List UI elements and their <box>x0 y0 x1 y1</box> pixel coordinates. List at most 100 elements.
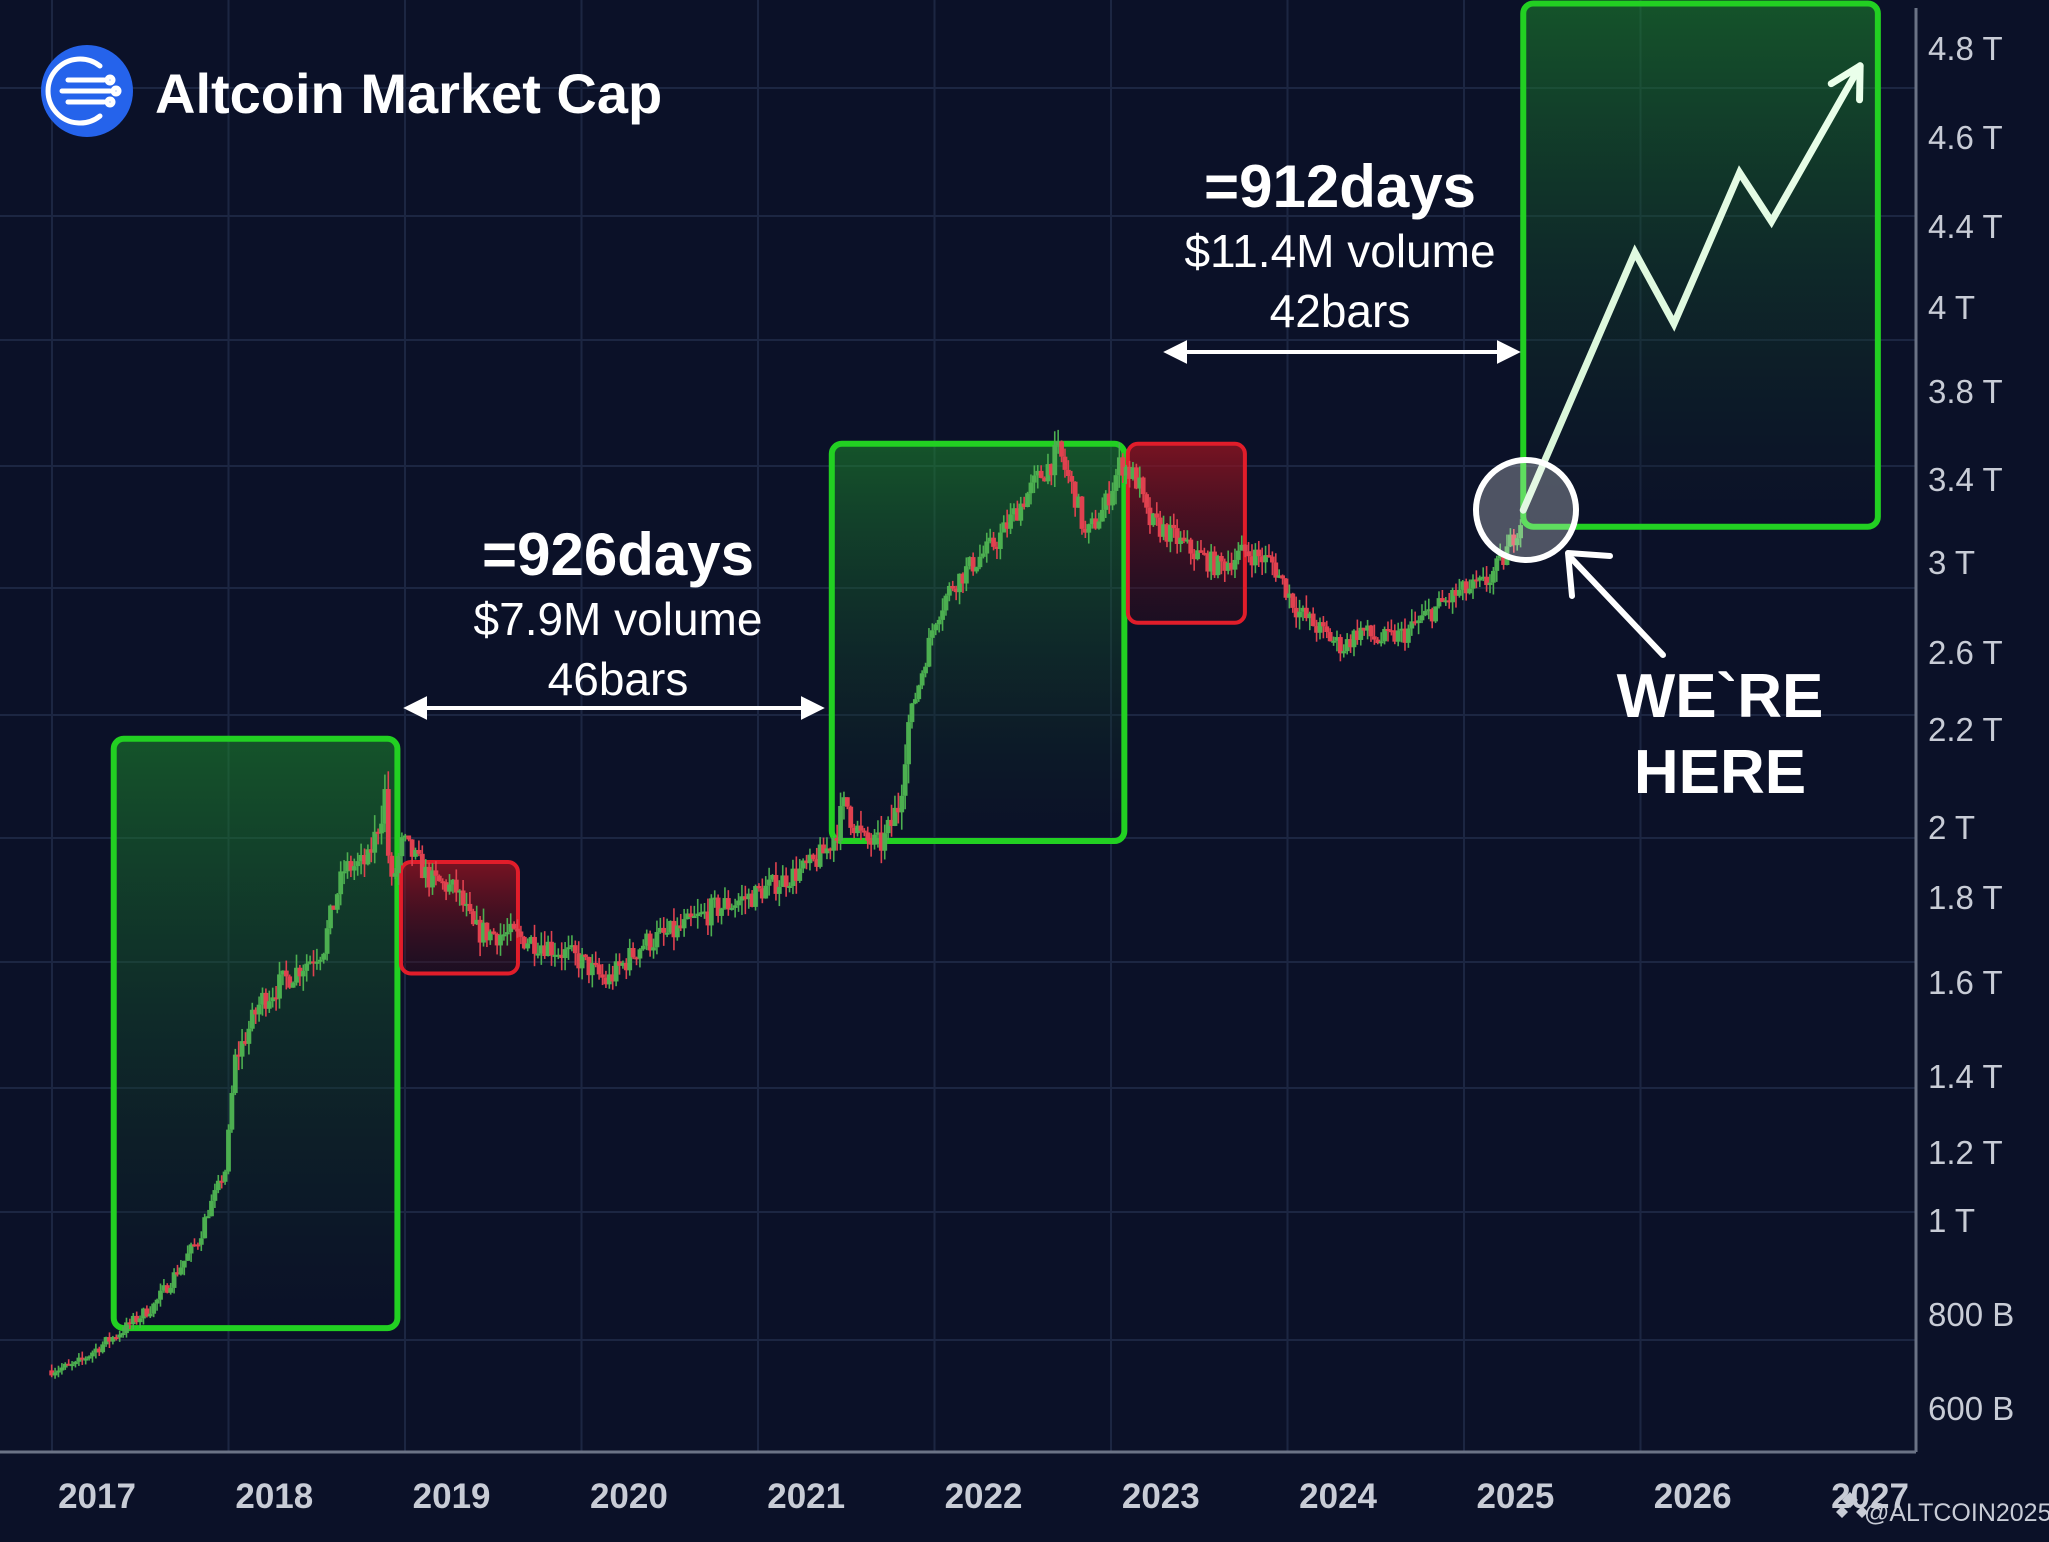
candle-bull <box>1317 622 1323 633</box>
candle-bull <box>770 875 775 880</box>
here-circle <box>1473 457 1579 563</box>
cycle1-days: =926days <box>482 521 754 588</box>
candle-bull <box>1344 639 1350 652</box>
candle-bull <box>62 1363 68 1368</box>
here-label-line2: HERE <box>1634 738 1806 807</box>
candle-bear <box>1256 549 1262 557</box>
candle-bear <box>477 919 483 943</box>
candle-bull <box>1208 551 1214 572</box>
binance-icon <box>1836 1492 1868 1518</box>
y-tick-label: 3 T <box>1928 544 1975 581</box>
projection <box>1519 62 1864 514</box>
candle-bear <box>144 1308 150 1317</box>
candle-bull <box>1297 611 1302 618</box>
candle-bull <box>1331 640 1336 643</box>
candle-bull <box>926 637 932 667</box>
candle-bear <box>858 825 864 831</box>
candle-bull <box>76 1357 82 1362</box>
candle-bear <box>1375 639 1381 644</box>
candle-bear <box>243 1041 248 1044</box>
candle-bull <box>124 1322 129 1334</box>
candle-bull <box>232 1054 238 1094</box>
candle-bull <box>345 861 350 872</box>
candle-bull <box>137 1318 143 1323</box>
candle-bull <box>215 1180 221 1191</box>
candle-bull <box>73 1361 78 1365</box>
candle-bull <box>399 837 405 857</box>
candle-bull <box>1494 558 1500 571</box>
candle-bull <box>800 860 806 869</box>
candle-bull <box>729 907 735 910</box>
candle-bull <box>100 1344 106 1353</box>
x-tick-label: 2024 <box>1299 1477 1377 1516</box>
candle-bull <box>1480 576 1486 579</box>
candle-bull <box>916 685 922 700</box>
candle-bull <box>1460 581 1466 590</box>
candle-bull <box>1076 496 1081 508</box>
candle-bear <box>586 956 592 976</box>
candle-bear <box>1093 518 1098 529</box>
candle-bull <box>732 905 738 908</box>
candle-bull <box>392 873 398 877</box>
candle-bear <box>1021 503 1027 508</box>
page-title: Altcoin Market Cap <box>155 62 662 125</box>
candle-bull <box>1416 620 1421 624</box>
candle-bull <box>872 834 877 845</box>
candle-bear <box>1269 556 1275 563</box>
candle-bull <box>1477 577 1483 581</box>
candle-bear <box>1191 553 1197 560</box>
candle-bull <box>712 897 718 900</box>
candle-bear <box>1484 576 1489 586</box>
candle-bull <box>481 922 486 943</box>
candle-bull <box>86 1356 92 1359</box>
candle-bear <box>1133 467 1139 489</box>
candle-bull <box>321 953 327 960</box>
candle-bull <box>637 949 643 959</box>
candle-bull <box>188 1244 194 1254</box>
candle-bear <box>617 961 622 966</box>
candle-bull <box>936 619 942 625</box>
candle-bull <box>997 532 1003 549</box>
candle-bull <box>239 1041 245 1057</box>
candle-bear <box>460 890 466 906</box>
x-tick-label: 2019 <box>413 1477 491 1516</box>
candle-bear <box>164 1285 170 1293</box>
candle-bull <box>212 1190 218 1201</box>
candle-bull <box>698 912 704 915</box>
candle-bear <box>596 964 602 975</box>
candle-bull <box>780 875 786 887</box>
candle-bear <box>1266 555 1272 558</box>
candle-bear <box>49 1370 55 1376</box>
candle-bear <box>844 797 850 807</box>
candle-bull <box>1028 482 1034 494</box>
y-tick-label: 4.8 T <box>1928 30 2003 67</box>
candle-bull <box>413 849 418 857</box>
candle-bear <box>749 893 755 907</box>
candle-bull <box>807 854 813 864</box>
candle-bull <box>1235 550 1241 560</box>
candle-bull <box>719 908 724 916</box>
candle-bear <box>515 928 520 932</box>
candle-bull <box>1161 524 1166 537</box>
candle-bull <box>402 835 408 838</box>
candle-bear <box>623 962 629 971</box>
candle-bear <box>1463 581 1469 594</box>
cycle1-bars: 46bars <box>548 653 689 705</box>
candle-bull <box>657 927 663 933</box>
candle-bear <box>1314 626 1319 633</box>
cycle2-bars: 42bars <box>1270 285 1411 337</box>
candle-bear <box>532 936 537 954</box>
candle-bear <box>1354 630 1360 640</box>
candle-bull <box>923 666 928 674</box>
candle-bull <box>651 947 656 951</box>
candle-bear <box>970 557 976 572</box>
candle-bear <box>1188 539 1194 554</box>
candle-bear <box>742 896 748 900</box>
candle-bull <box>1433 606 1438 622</box>
candle-bull <box>151 1303 157 1314</box>
candle-bull <box>763 885 769 899</box>
candle-bull <box>875 832 881 835</box>
candle-bull <box>899 795 905 813</box>
candle-bull <box>69 1364 75 1367</box>
